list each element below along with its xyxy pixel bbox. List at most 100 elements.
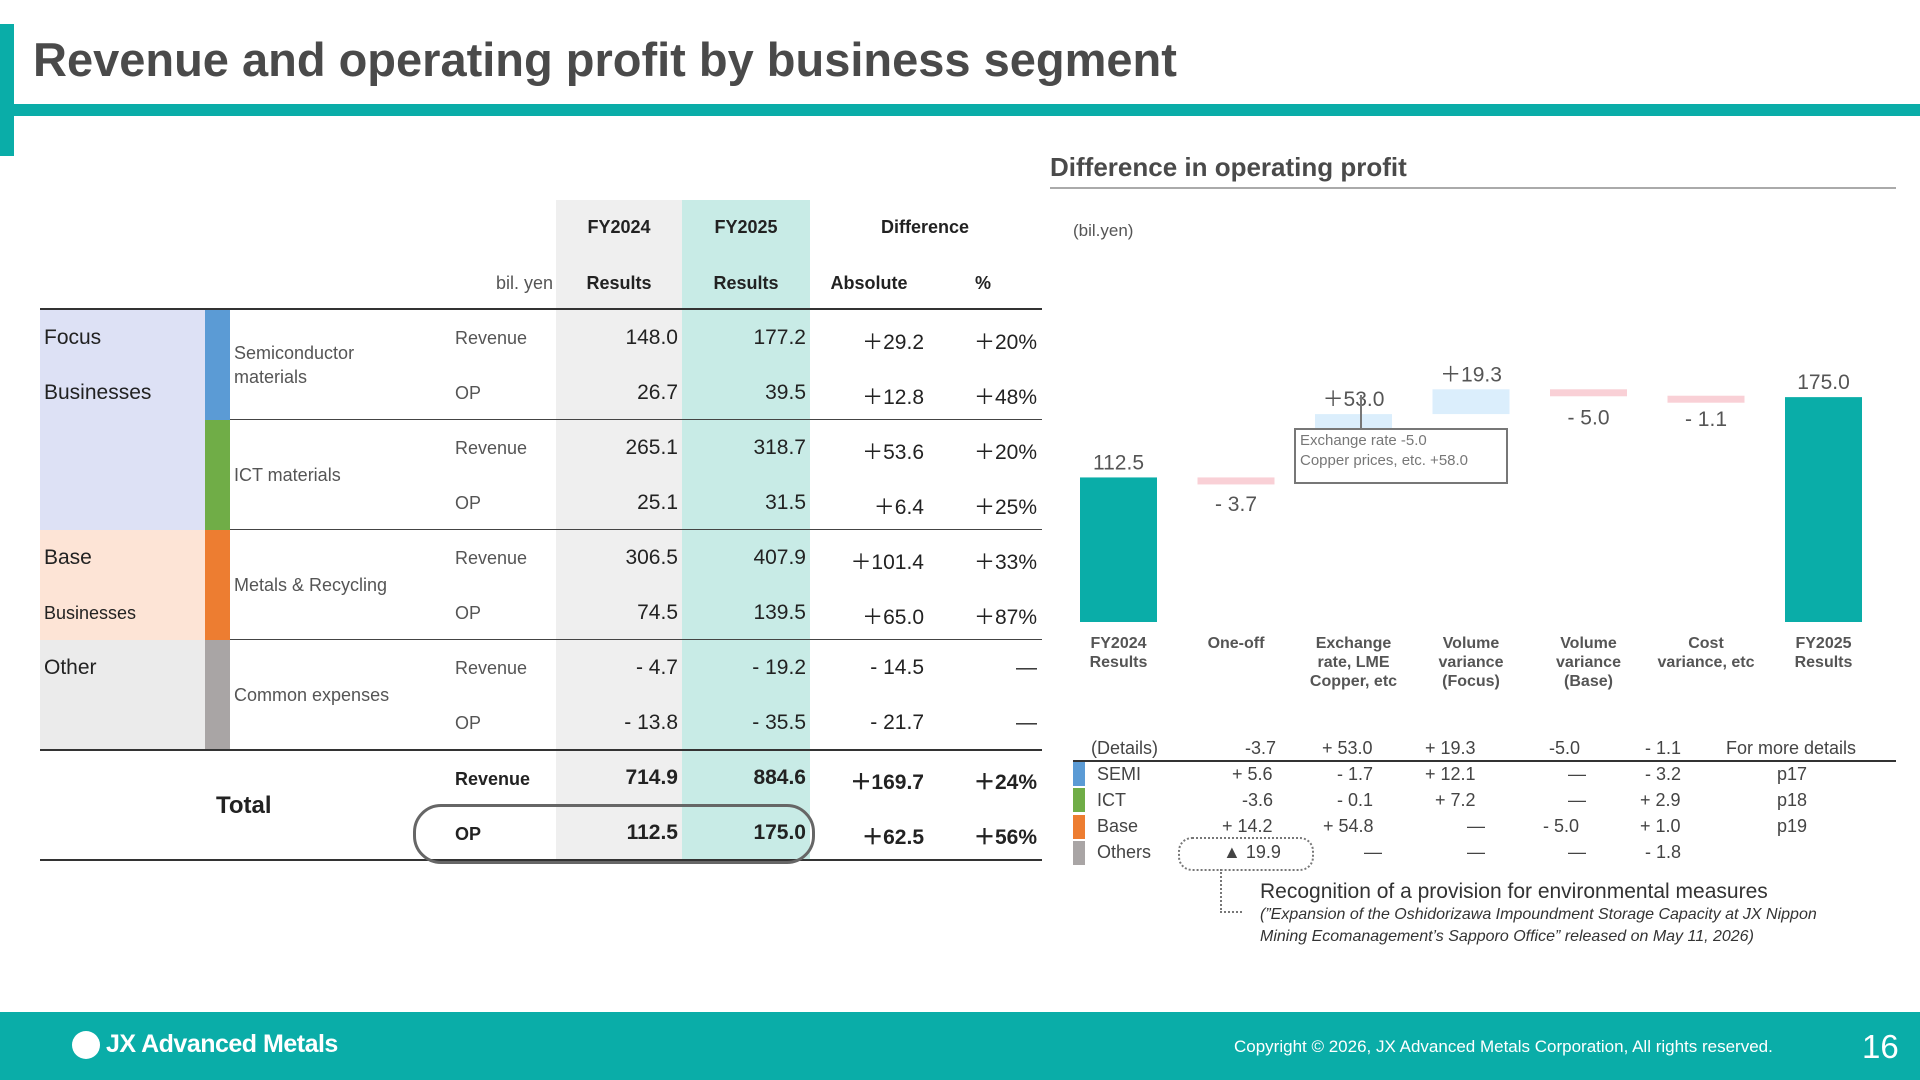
segment-name-semiconductor: Semiconductor materials: [234, 343, 355, 387]
note-line2: Mining Ecomanagement’s Sapporo Office” r…: [1260, 928, 1754, 945]
bar-value-label: 112.5: [1093, 451, 1144, 474]
note-connector-vertical: [1220, 869, 1224, 913]
category-label: (Focus): [1442, 673, 1500, 690]
fy2025-column-shade: [682, 200, 810, 860]
cell-fy2024: 265.1: [625, 436, 678, 459]
cell-fy2024: 306.5: [625, 546, 678, 569]
group-focus-bg: [40, 310, 205, 530]
group-base-line2: Businesses: [44, 603, 137, 623]
bar-value-label: - 3.7: [1215, 493, 1257, 516]
cell-absolute: ＋65.0: [862, 606, 924, 629]
group-base-line1: Base: [44, 546, 92, 569]
details-page-link[interactable]: p18: [1777, 790, 1808, 810]
cell-fy2024: 148.0: [625, 326, 678, 349]
details-cell: ―: [1568, 842, 1586, 862]
header-absolute: Absolute: [830, 273, 908, 293]
header-results-2024: Results: [586, 273, 652, 293]
details-row-name: SEMI: [1097, 764, 1142, 784]
cell-percent: ＋20%: [973, 441, 1037, 464]
segment-color-ict: [205, 420, 230, 530]
details-header-cost: - 1.1: [1645, 738, 1682, 758]
header-difference: Difference: [880, 217, 970, 237]
cell-fy2024: 112.5: [626, 821, 678, 844]
details-cell: ―: [1568, 790, 1586, 810]
details-header-exchange: + 53.0: [1322, 738, 1373, 758]
row-label: OP: [455, 493, 482, 513]
details-page-link[interactable]: p19: [1777, 816, 1808, 836]
details-row-name: Base: [1097, 816, 1139, 836]
others-highlight-oval: [1178, 837, 1314, 871]
cell-percent: ＋33%: [973, 551, 1037, 574]
header-percent: %: [974, 273, 991, 293]
rule-bottom: [40, 859, 1042, 861]
details-page-link[interactable]: p17: [1777, 764, 1808, 784]
row-label: OP: [455, 383, 482, 403]
segment-color-metals: [205, 530, 230, 640]
title-accent-bar: [0, 24, 14, 156]
category-label: FY2025: [1795, 635, 1851, 652]
chart-title: Difference in operating profit: [1050, 152, 1407, 182]
details-cell: - 1.8: [1645, 842, 1682, 862]
details-cell: -3.6: [1242, 790, 1274, 810]
details-cell: + 14.2: [1222, 816, 1273, 836]
details-header-more: For more details: [1726, 738, 1857, 758]
fy2024-column-shade: [556, 200, 682, 860]
row-label: OP: [455, 603, 482, 623]
header-unit: bil. yen: [495, 273, 553, 293]
category-label: variance: [1556, 654, 1621, 671]
rule-base: [230, 529, 1042, 530]
callout-line1: Exchange rate -5.0: [1300, 432, 1427, 449]
row-label: Revenue: [455, 328, 528, 348]
total-label: Total: [216, 792, 272, 819]
segment-color-semiconductor: [205, 310, 230, 420]
cell-percent: ＋24%: [973, 771, 1037, 794]
cell-percent: ＋20%: [973, 331, 1037, 354]
page-number: 16: [1862, 1028, 1899, 1065]
details-header-oneoff: -3.7: [1244, 738, 1276, 758]
group-other-line1: Other: [44, 656, 97, 679]
details-header-label: (Details): [1091, 738, 1159, 758]
legend-swatch: [1073, 815, 1085, 839]
details-cell: + 1.0: [1640, 816, 1681, 836]
details-header-vol-focus: + 19.3: [1425, 738, 1476, 758]
logo-mark-icon: [72, 1031, 100, 1060]
rule-top: [40, 308, 1042, 310]
cell-absolute: ＋62.5: [862, 826, 924, 849]
chart-unit: (bil.yen): [1073, 221, 1134, 240]
details-cell: - 3.2: [1645, 764, 1682, 784]
cell-fy2025: - 35.5: [752, 711, 806, 734]
header-fy2024: FY2024: [587, 217, 651, 237]
cell-fy2024: 714.9: [625, 766, 678, 789]
note-title: Recognition of a provision for environme…: [1260, 880, 1768, 903]
category-label: Volume: [1560, 635, 1617, 652]
cell-absolute: ＋6.4: [873, 496, 924, 519]
details-cell: ―: [1467, 842, 1485, 862]
group-focus-line1: Focus: [44, 326, 102, 349]
callout-line2: Copper prices, etc. +58.0: [1300, 452, 1469, 469]
row-label: Revenue: [455, 769, 531, 789]
logo-text: JX Advanced Metals: [106, 1030, 338, 1058]
details-cell: + 5.6: [1232, 764, 1273, 784]
cell-absolute: ＋29.2: [862, 331, 924, 354]
category-label: One-off: [1208, 635, 1266, 652]
header-fy2025: FY2025: [714, 217, 778, 237]
footer-copyright: Copyright © 2026, JX Advanced Metals Cor…: [1234, 1037, 1773, 1056]
details-cell: + 7.2: [1435, 790, 1476, 810]
category-label: rate, LME: [1317, 654, 1389, 671]
category-label: Exchange: [1316, 635, 1392, 652]
details-header-vol-base: -5.0: [1549, 738, 1581, 758]
category-label: Cost: [1688, 635, 1724, 652]
cell-absolute: - 21.7: [870, 711, 924, 734]
waterfall-bar: [1785, 397, 1862, 622]
cell-fy2025: 139.5: [753, 601, 806, 624]
rule-other: [230, 639, 1042, 640]
cell-fy2024: 25.1: [637, 491, 678, 514]
row-label: Revenue: [455, 438, 528, 458]
legend-swatch: [1073, 841, 1085, 865]
waterfall-bar: [1197, 477, 1275, 485]
note-line1: (”Expansion of the Oshidorizawa Impoundm…: [1260, 906, 1817, 923]
rule-ict: [230, 419, 1042, 420]
details-row-name: ICT: [1097, 790, 1126, 810]
cell-fy2024: 26.7: [637, 381, 678, 404]
row-label: Revenue: [455, 548, 528, 568]
